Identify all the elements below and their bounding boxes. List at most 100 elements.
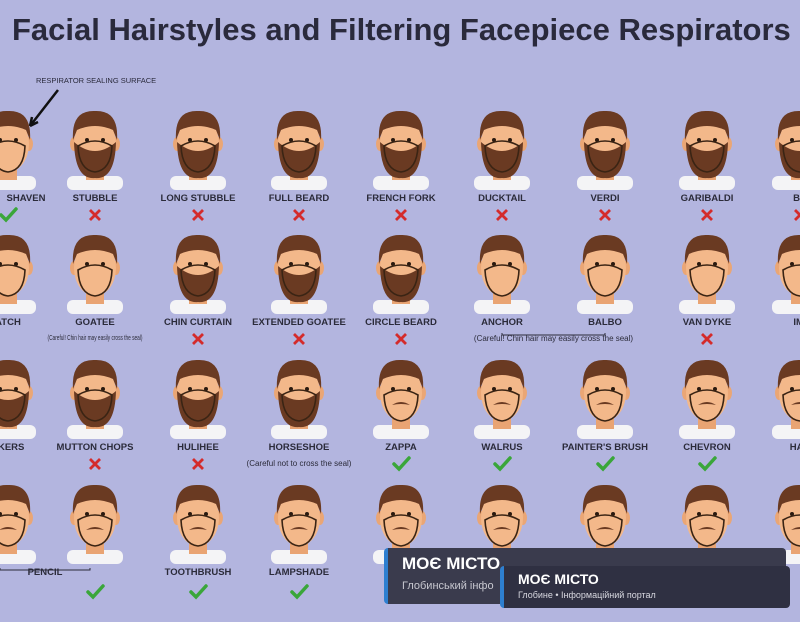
respirator (77, 264, 113, 297)
shirt (170, 425, 226, 439)
style-label: LONG STUBBLE (161, 193, 236, 204)
face (0, 359, 36, 439)
style-label: EXTENDED GOATEE (252, 317, 346, 328)
title: Facial Hairstyles and Filtering Facepiec… (12, 12, 791, 47)
style-label: PENCIL (28, 567, 63, 578)
shirt (577, 300, 633, 314)
style-label: MUTTON CHOPS (57, 442, 134, 453)
face (373, 359, 429, 439)
hair (582, 110, 628, 140)
cross-mark (192, 333, 204, 345)
face (170, 234, 226, 314)
shirt (474, 425, 530, 439)
respirator (782, 264, 800, 297)
eye (407, 262, 411, 266)
face (474, 234, 530, 314)
cross-mark (701, 209, 713, 221)
eye (508, 387, 512, 391)
face (577, 359, 633, 439)
moustache (791, 402, 800, 405)
face (170, 484, 226, 564)
eye (492, 512, 496, 516)
eye (595, 262, 599, 266)
respirator (180, 140, 216, 173)
eye (305, 262, 309, 266)
eye (305, 387, 309, 391)
head (74, 490, 116, 546)
face (474, 359, 530, 439)
moustache (290, 527, 308, 530)
hair (72, 359, 118, 389)
eye (492, 387, 496, 391)
style-label: SHAVEN (7, 193, 46, 204)
shirt (373, 425, 429, 439)
respirator (587, 389, 623, 422)
head (481, 490, 523, 546)
respirator (587, 514, 623, 547)
style-note: (Careful! Chin hair may easily cross the… (48, 333, 143, 342)
moustache (392, 527, 410, 530)
head (0, 490, 29, 546)
respirator (281, 389, 317, 422)
shirt (67, 425, 123, 439)
head (74, 240, 116, 296)
beard (481, 142, 523, 179)
head (0, 240, 29, 296)
shirt (67, 550, 123, 564)
moustache (392, 402, 410, 405)
style-label: DUCKTAIL (478, 193, 526, 204)
shirt (271, 550, 327, 564)
moustache (596, 527, 614, 530)
style-label: CHIN CURTAIN (164, 317, 232, 328)
eye (508, 512, 512, 516)
eye (713, 262, 717, 266)
eye (790, 262, 794, 266)
eye (305, 512, 309, 516)
eye (391, 512, 395, 516)
hair (276, 234, 322, 264)
shirt (271, 176, 327, 190)
hair (378, 234, 424, 264)
head (481, 240, 523, 296)
eye (85, 512, 89, 516)
watermark-brand: МОЄ МІСТО (518, 571, 599, 587)
style-label: ATCH (0, 317, 21, 328)
head (380, 490, 422, 546)
respirator (0, 514, 26, 547)
face (474, 110, 530, 190)
respirator (180, 389, 216, 422)
style-label: VAN DYKE (683, 317, 731, 328)
beard (0, 391, 29, 428)
respirator (587, 140, 623, 173)
style-label: GOATEE (75, 317, 114, 328)
respirator (782, 140, 800, 173)
respirator (383, 264, 419, 297)
face (0, 484, 36, 564)
style-label: BA (793, 193, 800, 204)
check-mark (290, 584, 309, 600)
cross-mark (89, 458, 101, 470)
style-label: STUBBLE (73, 193, 118, 204)
cross-mark (599, 209, 611, 221)
eye (188, 262, 192, 266)
respirator (281, 140, 317, 173)
beard (74, 142, 116, 179)
face (67, 110, 123, 190)
respirator (180, 264, 216, 297)
eye (713, 138, 717, 142)
head (584, 240, 626, 296)
hair (0, 110, 31, 140)
cross-mark (395, 333, 407, 345)
shirt (679, 176, 735, 190)
eye (492, 138, 496, 142)
eye (713, 387, 717, 391)
shirt (170, 550, 226, 564)
face (271, 484, 327, 564)
beard (278, 142, 320, 179)
respirator (689, 140, 725, 173)
eye (204, 512, 208, 516)
eye (611, 387, 615, 391)
hair (276, 484, 322, 514)
respirator (0, 264, 26, 297)
style-label: FULL BEARD (269, 193, 330, 204)
